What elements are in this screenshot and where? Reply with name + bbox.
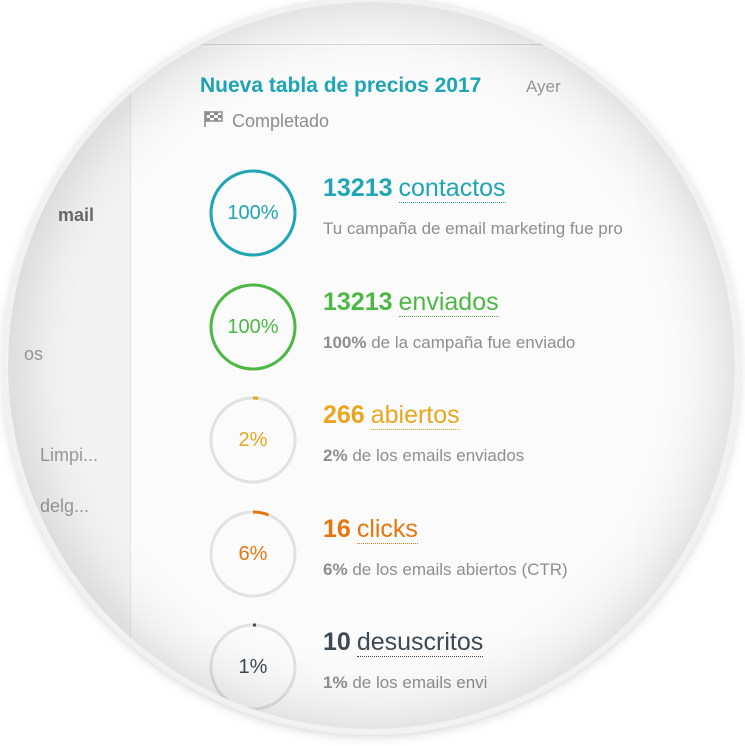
description-text: de los emails envi (352, 673, 488, 692)
campaign-status: Completado (203, 110, 329, 133)
metric-description: 2% de los emails enviados (323, 446, 524, 466)
metric-count: 266 (323, 401, 365, 429)
progress-ring-sent: 100% (208, 282, 298, 372)
metric-count: 16 (323, 515, 351, 543)
metric-link-unsubscribed[interactable]: desuscritos (356, 628, 484, 657)
metric-link-contacts[interactable]: contactos (398, 174, 506, 203)
sidebar-item-delg[interactable]: delg... (40, 496, 90, 516)
stat-row-sent: 100% 13213 enviados 100% de la campaña fue … (208, 282, 735, 382)
description-text: de la campaña fue enviado (371, 333, 576, 352)
magnifier-lens: mail os Limpi... delg... Nueva tabla de … (8, 2, 735, 729)
stat-row-contacts: 100% 13213 contactos Tu campaña de email ma… (208, 168, 735, 268)
campaign-title[interactable]: Nueva tabla de precios 2017 (200, 74, 482, 97)
metric-contacts: 13213 contactos (323, 174, 506, 203)
description-percent: 100% (323, 333, 367, 352)
metric-opened: 266 abiertos (323, 401, 460, 430)
ring-progress-arc (209, 283, 297, 371)
description-text: de los emails abiertos (CTR) (352, 560, 568, 579)
campaign-date: Ayer (526, 77, 561, 96)
sidebar-item-limpi[interactable]: Limpi... (40, 445, 99, 465)
sidebar: mail os Limpi... delg... (8, 2, 131, 729)
metric-description: 6% de los emails abiertos (CTR) (323, 560, 568, 580)
ring-percent-label: 6% (238, 542, 268, 565)
metric-count: 10 (323, 628, 351, 656)
description-percent: 1% (323, 673, 348, 692)
metric-link-sent[interactable]: enviados (398, 288, 499, 317)
flag-icon (203, 110, 225, 133)
ring-percent-label: 100% (227, 315, 279, 338)
ring-progress-arc (209, 169, 297, 257)
ring-progress-arc (209, 396, 297, 484)
description-text: Tu campaña de email marketing fue pro (323, 219, 623, 238)
ring-progress-arc (209, 623, 297, 711)
progress-ring-opened: 2% (208, 395, 298, 485)
description-percent: 2% (323, 446, 348, 465)
progress-ring-clicks: 6% (208, 509, 298, 599)
metric-description: 100% de la campaña fue enviado (323, 333, 575, 353)
metric-unsubscribed: 10 desuscritos (323, 628, 484, 657)
stat-row-clicks: 6% 16 clicks 6% de los emails abiertos (CTR… (208, 509, 735, 609)
description-percent: 6% (323, 560, 348, 579)
metric-sent: 13213 enviados (323, 288, 499, 317)
metric-link-opened[interactable]: abiertos (370, 401, 460, 430)
ring-percent-label: 100% (227, 201, 279, 224)
progress-ring-unsubscribed: 1% (208, 622, 298, 712)
metric-clicks: 16 clicks (323, 515, 418, 544)
ring-percent-label: 1% (238, 655, 268, 678)
sidebar-item-email[interactable]: mail (58, 205, 95, 225)
header-divider (158, 44, 658, 45)
stat-row-unsubscribed: 1% 10 desuscritos 1% de los emails envi (208, 622, 735, 722)
metric-description: Tu campaña de email marketing fue pro (323, 219, 623, 239)
metric-link-clicks[interactable]: clicks (356, 515, 418, 544)
progress-ring-contacts: 100% (208, 168, 298, 258)
metric-count: 13213 (323, 174, 393, 202)
ring-progress-arc (209, 510, 297, 598)
sidebar-item-os[interactable]: os (24, 344, 44, 364)
stat-row-opened: 2% 266 abiertos 2% de los emails enviados (208, 395, 735, 495)
ring-percent-label: 2% (238, 428, 268, 451)
metric-count: 13213 (323, 288, 393, 316)
description-text: de los emails enviados (352, 446, 525, 465)
status-label: Completado (232, 111, 330, 131)
metric-description: 1% de los emails envi (323, 673, 487, 693)
